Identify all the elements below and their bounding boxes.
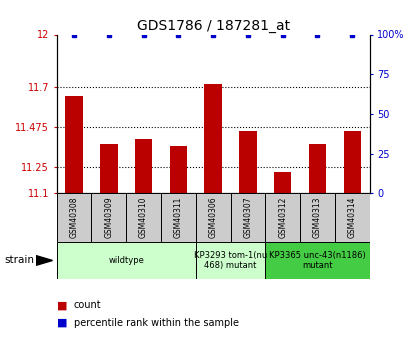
Text: KP3293 tom-1(nu
468) mutant: KP3293 tom-1(nu 468) mutant xyxy=(194,251,267,270)
Bar xyxy=(170,146,187,193)
Bar xyxy=(161,193,196,242)
Text: ■: ■ xyxy=(57,300,67,310)
Text: percentile rank within the sample: percentile rank within the sample xyxy=(74,318,239,327)
Bar xyxy=(309,144,326,193)
Text: GSM40308: GSM40308 xyxy=(70,197,79,238)
Bar xyxy=(135,139,152,193)
Bar xyxy=(344,131,361,193)
Bar xyxy=(265,241,370,279)
Bar xyxy=(231,193,265,242)
Text: KP3365 unc-43(n1186)
mutant: KP3365 unc-43(n1186) mutant xyxy=(269,251,366,270)
Text: GSM40310: GSM40310 xyxy=(139,197,148,238)
Bar xyxy=(300,193,335,242)
Bar xyxy=(100,144,118,193)
Text: GSM40306: GSM40306 xyxy=(209,197,218,238)
Text: GSM40314: GSM40314 xyxy=(348,197,357,238)
Text: wildtype: wildtype xyxy=(108,256,144,265)
Text: GSM40307: GSM40307 xyxy=(244,197,252,238)
Text: strain: strain xyxy=(4,256,34,265)
Bar xyxy=(126,193,161,242)
Text: count: count xyxy=(74,300,101,310)
Text: GSM40313: GSM40313 xyxy=(313,197,322,238)
Text: ■: ■ xyxy=(57,318,67,327)
Bar xyxy=(196,193,231,242)
Text: GSM40311: GSM40311 xyxy=(174,197,183,238)
Bar xyxy=(57,241,196,279)
Bar xyxy=(196,241,265,279)
Bar xyxy=(205,84,222,193)
Text: GSM40312: GSM40312 xyxy=(278,197,287,238)
Title: GDS1786 / 187281_at: GDS1786 / 187281_at xyxy=(136,19,290,33)
Bar xyxy=(92,193,126,242)
Bar xyxy=(274,172,291,193)
Text: GSM40309: GSM40309 xyxy=(104,197,113,238)
Bar xyxy=(265,193,300,242)
Bar xyxy=(57,193,92,242)
Bar xyxy=(66,96,83,193)
Bar xyxy=(335,193,370,242)
Bar xyxy=(239,131,257,193)
Polygon shape xyxy=(36,256,52,265)
